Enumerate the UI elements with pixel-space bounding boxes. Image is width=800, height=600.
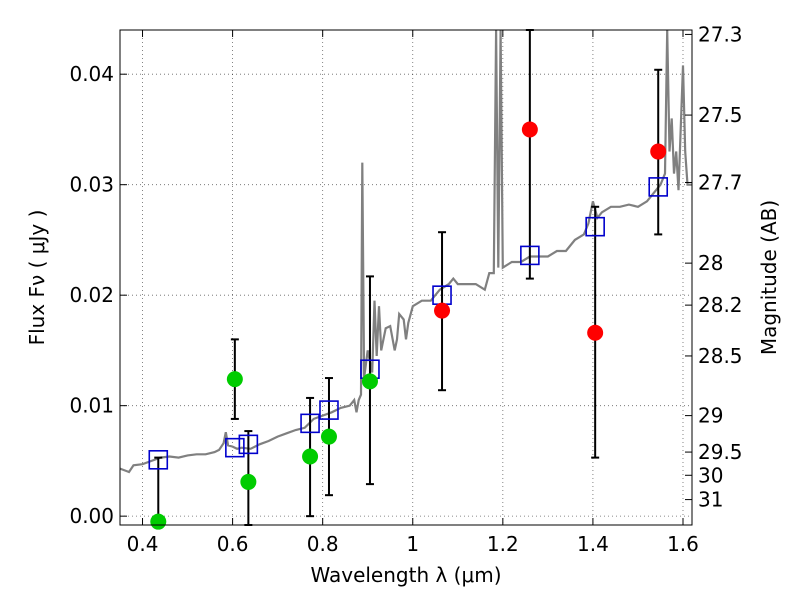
x-tick-label: 1.4: [577, 532, 609, 556]
green-data-point: [240, 473, 257, 490]
red-data-point: [521, 121, 538, 138]
green-data-point: [150, 513, 167, 530]
model-box-marker: [585, 216, 605, 237]
y-tick-label: 0.01: [69, 394, 114, 418]
x-tick-label: 1.6: [667, 532, 699, 556]
right-tick-label: 28.2: [698, 293, 743, 317]
green-data-point: [226, 371, 243, 388]
tick-layer: 0.4 0.6 0.8 1 1.2 1.4 1.6 0.00 0.01 0.02 0.03 0.04 2…: [69, 22, 742, 556]
red-data-point: [650, 143, 667, 160]
right-tick-label: 30: [698, 463, 723, 487]
model-box-marker: [238, 434, 259, 455]
y-tick-label: 0.04: [69, 62, 114, 86]
model-box-marker: [300, 413, 320, 434]
spectrum-line: [119, 29, 692, 474]
y-tick-label: 0.02: [69, 283, 114, 307]
green-data-point: [320, 428, 337, 445]
right-tick-label: 27.3: [698, 22, 743, 46]
model-box-marker: [520, 245, 540, 266]
model-box-marker: [319, 400, 339, 420]
spectrum-line-layer: [119, 29, 692, 474]
y-tick-label: 0.00: [69, 504, 114, 528]
x-tick-label: 1: [406, 532, 419, 556]
x-axis-label: Wavelength λ (μm): [310, 563, 501, 587]
model-box-marker: [225, 437, 245, 458]
model-box-marker: [148, 450, 169, 470]
right-tick-label: 29.5: [698, 440, 743, 464]
red-data-point: [587, 324, 604, 341]
right-tick-label: 29: [698, 404, 723, 428]
x-tick-label: 0.8: [307, 532, 339, 556]
model-box-marker: [648, 177, 669, 197]
green-data-point: [302, 448, 319, 465]
y-tick-label: 0.03: [69, 173, 114, 197]
right-tick-label: 31: [698, 488, 723, 512]
errorbar-layer: [154, 29, 663, 526]
x-tick-label: 0.4: [127, 532, 159, 556]
y-axis-label: Flux Fν ( μJy ): [25, 210, 49, 346]
x-tick-label: 1.2: [487, 532, 519, 556]
right-tick-label: 28.5: [698, 344, 743, 368]
grid-lines: [120, 30, 692, 525]
photometry-point-layer: [150, 121, 667, 530]
right-tick-label: 27.7: [698, 170, 743, 194]
x-tick-label: 0.6: [217, 532, 249, 556]
right-axis-label: Magnitude (AB): [757, 200, 781, 355]
plot-frame: [119, 29, 693, 526]
right-tick-label: 28: [698, 251, 723, 275]
model-box-layer: [148, 177, 669, 470]
right-tick-label: 27.5: [698, 103, 743, 127]
red-data-point: [434, 302, 451, 319]
green-data-point: [361, 373, 378, 390]
